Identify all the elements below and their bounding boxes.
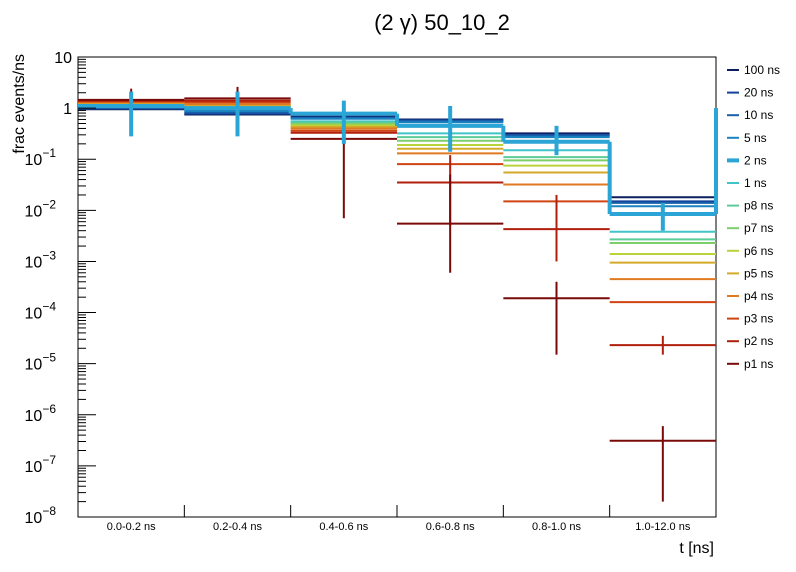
x-category-label: 0.4-0.6 ns	[319, 521, 368, 533]
legend-item: p3 ns	[727, 312, 773, 326]
y-tick-label: 10−8	[25, 504, 57, 527]
y-tick-label: 10−2	[25, 197, 57, 220]
legend-item: p7 ns	[727, 221, 773, 235]
legend-label: p8 ns	[744, 199, 773, 213]
legend-item: 2 ns	[727, 153, 767, 167]
legend: 100 ns 20 ns 10 ns 5 ns 2 ns 1 ns p8 ns p7 ns p6…	[727, 63, 780, 371]
series-2-ns	[78, 91, 718, 231]
legend-label: 10 ns	[744, 108, 773, 122]
legend-label: 100 ns	[744, 63, 780, 77]
y-tick-label: 10−3	[25, 248, 57, 271]
x-axis: 0.0-0.2 ns 0.2-0.4 ns 0.4-0.6 ns 0.6-0.8 ns…	[77, 505, 717, 533]
chart-title: (2 γ) 50_10_2	[374, 10, 510, 35]
legend-label: p3 ns	[744, 312, 773, 326]
legend-item: p5 ns	[727, 266, 773, 280]
y-tick-label: 10−7	[25, 453, 57, 476]
legend-label: p4 ns	[744, 289, 773, 303]
legend-label: p1 ns	[744, 357, 773, 371]
x-category-label: 0.8-1.0 ns	[532, 521, 581, 533]
legend-item: 10 ns	[727, 108, 773, 122]
y-tick-label: 10−4	[25, 300, 57, 323]
legend-item: p8 ns	[727, 199, 773, 213]
y-axis: 10 1 10−1 10−2 10−3 10−4 10−5 10−6 10−7 10−8	[25, 50, 96, 527]
legend-label: 20 ns	[744, 86, 773, 100]
legend-item: p2 ns	[727, 334, 773, 348]
series-layer	[78, 86, 718, 502]
legend-item: 5 ns	[727, 131, 767, 145]
x-category-label: 0.0-0.2 ns	[107, 521, 156, 533]
y-axis-label: frac events/ns	[11, 54, 28, 154]
y-tick-label: 1	[63, 101, 72, 118]
x-category-label: 0.2-0.4 ns	[213, 521, 262, 533]
x-category-label: 0.6-0.8 ns	[426, 521, 475, 533]
legend-item: 100 ns	[727, 63, 780, 77]
x-category-label: 1.0-12.0 ns	[635, 521, 691, 533]
y-tick-label: 10	[54, 50, 72, 67]
legend-label: p2 ns	[744, 334, 773, 348]
legend-item: 1 ns	[727, 176, 767, 190]
y-tick-label: 10−1	[25, 146, 57, 169]
x-axis-label: t [ns]	[679, 540, 714, 557]
legend-label: 2 ns	[744, 153, 767, 167]
legend-item: p4 ns	[727, 289, 773, 303]
y-tick-label: 10−6	[25, 402, 57, 425]
legend-item: p1 ns	[727, 357, 773, 371]
y-tick-label: 10−5	[25, 351, 57, 374]
legend-label: 1 ns	[744, 176, 767, 190]
legend-label: p6 ns	[744, 244, 773, 258]
legend-label: 5 ns	[744, 131, 767, 145]
legend-item: p6 ns	[727, 244, 773, 258]
legend-label: p7 ns	[744, 221, 773, 235]
series-p4-ns	[78, 101, 716, 281]
legend-item: 20 ns	[727, 86, 773, 100]
legend-label: p5 ns	[744, 266, 773, 280]
